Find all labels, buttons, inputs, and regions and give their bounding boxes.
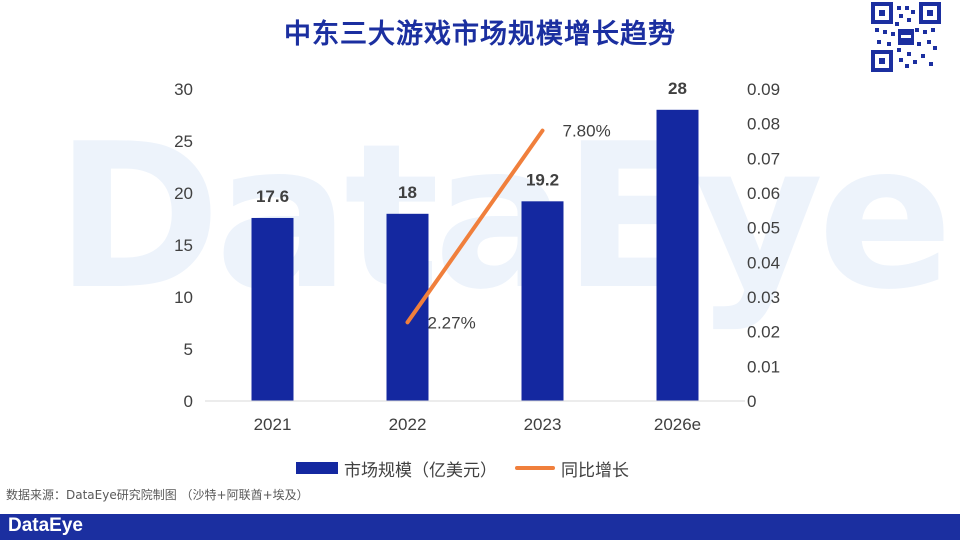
left-y-axis: 0 5 10 15 20 25 30 — [174, 80, 193, 411]
x-tick-label: 2021 — [254, 415, 292, 434]
left-tick-label: 30 — [174, 80, 193, 99]
x-axis-categories: 2021 2022 2023 2026e — [254, 415, 702, 434]
growth-line — [405, 128, 545, 325]
right-tick-label: 0.02 — [747, 323, 780, 342]
right-tick-label: 0.07 — [747, 149, 780, 168]
source-note: 数据来源：DataEye研究院制图 （沙特+阿联酋+埃及） — [6, 488, 309, 502]
legend-swatch-line — [515, 466, 555, 470]
right-tick-label: 0.09 — [747, 80, 780, 99]
left-tick-label: 0 — [184, 392, 193, 411]
line-value-label: 2.27% — [428, 313, 476, 332]
left-tick-label: 15 — [174, 236, 193, 255]
bar-value-label: 17.6 — [256, 187, 289, 206]
footer-bar: DataEye — [0, 514, 960, 540]
bar — [656, 109, 699, 402]
right-tick-label: 0 — [747, 392, 756, 411]
left-tick-label: 5 — [184, 340, 193, 359]
line-series: 2.27% 7.80% — [405, 122, 611, 332]
legend-swatch-bar — [296, 462, 338, 474]
right-tick-label: 0.01 — [747, 357, 780, 376]
line-value-label: 7.80% — [563, 122, 611, 141]
x-tick-label: 2026e — [654, 415, 701, 434]
watermark: DataEye — [55, 101, 953, 334]
bar — [521, 201, 564, 401]
bar — [251, 217, 294, 401]
right-tick-label: 0.06 — [747, 184, 780, 203]
footer-logo: DataEye — [8, 515, 83, 536]
qr-code-icon — [871, 2, 941, 72]
bar-value-label: 18 — [398, 183, 417, 202]
bar-value-label: 28 — [668, 79, 687, 98]
bar-series — [251, 109, 699, 402]
x-tick-label: 2023 — [524, 415, 562, 434]
legend-label-bar: 市场规模（亿美元） — [344, 460, 497, 481]
legend: 市场规模（亿美元） 同比增长 — [296, 456, 647, 481]
legend-item-bar: 市场规模（亿美元） — [296, 456, 497, 481]
left-tick-label: 25 — [174, 132, 193, 151]
x-tick-label: 2022 — [389, 415, 427, 434]
chart-title: 中东三大游戏市场规模增长趋势 — [284, 19, 676, 50]
bar-data-labels: 17.6 18 19.2 28 — [256, 79, 687, 206]
left-tick-label: 10 — [174, 288, 193, 307]
right-y-axis: 0 0.01 0.02 0.03 0.04 0.05 0.06 0.07 0.08 0.09 — [747, 80, 780, 411]
left-tick-label: 20 — [174, 184, 193, 203]
right-tick-label: 0.04 — [747, 253, 780, 272]
right-tick-label: 0.05 — [747, 219, 780, 238]
legend-label-line: 同比增长 — [561, 460, 629, 481]
right-tick-label: 0.03 — [747, 288, 780, 307]
bar — [386, 213, 429, 401]
right-tick-label: 0.08 — [747, 115, 780, 134]
legend-item-line: 同比增长 — [515, 456, 629, 481]
bar-value-label: 19.2 — [526, 170, 559, 189]
